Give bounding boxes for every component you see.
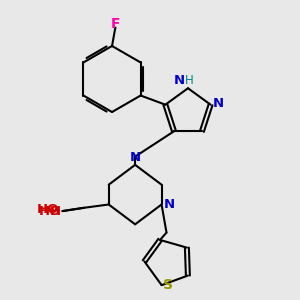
Text: N: N — [163, 198, 174, 211]
Text: N: N — [212, 97, 224, 110]
Text: HO: HO — [37, 203, 59, 216]
Text: HO: HO — [38, 205, 61, 218]
Text: N: N — [130, 151, 141, 164]
Text: F: F — [111, 16, 121, 31]
Text: N: N — [174, 74, 185, 88]
Text: S: S — [163, 278, 172, 292]
Text: H: H — [184, 74, 193, 88]
Text: H: H — [50, 205, 61, 218]
